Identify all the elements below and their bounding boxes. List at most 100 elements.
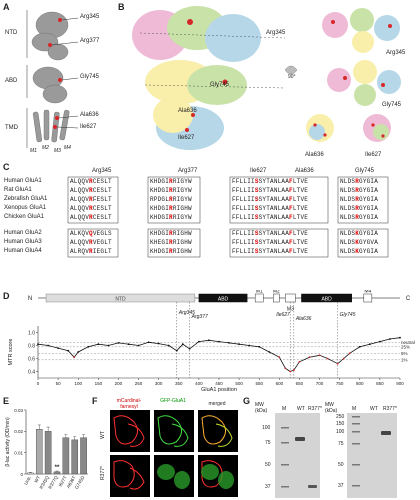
mtr-data-point [218,340,220,343]
panel-e-letter: E [3,396,10,406]
g2-mw-75: 75 [338,441,344,447]
mtr-y-tick-label: 1.0 [28,331,35,337]
mtr-data-point [389,338,391,340]
sequence-segment: ALQQVRCESLT [70,214,112,221]
protein-domain-bar [45,293,196,303]
domain-label-tmd: TMD [5,125,18,131]
n-terminus-label: N [28,296,32,302]
a-label-gly745: Gly745 [80,74,100,80]
protein-domain-bar [301,293,352,303]
mtr-data-point [292,369,295,372]
mtr-y-tick-label: 0.4 [28,370,35,376]
mtr-x-tick-label: 800 [356,381,364,386]
mtr-data-point [167,344,170,347]
western-blot-2 [347,413,397,498]
mtr-data-point [188,347,191,350]
mtr-data-point [278,356,281,359]
mtr-threshold-label: 1% [401,357,408,362]
mtr-threshold-label: 25% [401,344,410,349]
panel-c-letter: C [3,162,10,172]
mtr-data-point [107,344,110,347]
a-label-ala636: Ala636 [80,112,99,118]
helix-m4: M4 [64,145,71,151]
sequence-segment: KHDGIRRIGYW [150,214,192,221]
g-mw-label-2: MW (kDa) [325,402,338,414]
sequence-segment: ALQQVRVEGLT [70,239,112,246]
mtr-data-point [127,343,130,346]
g1-lane-wt: WT [297,406,305,412]
mtr-data-point [208,339,210,342]
sequence-segment: ALQQVRCESLT [70,187,112,194]
mtr-data-point [87,345,90,348]
mtr-x-tick-label: 0 [37,381,40,386]
domain-label-abd: ABD [5,78,18,84]
species-label: Rat GluA1 [4,187,32,193]
mtr-x-tick-label: 650 [296,381,304,386]
mtr-data-point [57,347,60,349]
variant-label: Ala636 [295,316,312,322]
mtr-data-point [37,343,39,346]
mtr-data-point [77,351,80,353]
bar-y-label: β-lac activity (OD/min) [5,417,11,467]
g1-mw-50: 50 [265,462,271,468]
sequence-segment: FFLLIISSYTANLAAFLTVE [232,248,309,255]
b-label-arg345: Arg345 [266,30,286,36]
f-col-mcardinal: mCardinal-farnesyl [116,398,142,410]
sequence-segment: FFLLIISSYTANLAAFLTVE [232,178,309,185]
g2-mw-100: 100 [336,429,345,435]
mtr-x-tick-label: 600 [276,381,284,386]
protein-domain-bar [198,293,248,303]
g1-mw-37: 37 [265,484,271,490]
significance-mark: ** [55,465,60,471]
protein-domain-label: ABD [321,297,332,303]
bar-category-label: R377Q [47,475,59,490]
mtr-data-point [308,356,311,359]
ala636-marker [55,116,59,120]
sequence-segment: ALQQVRFESLT [70,196,112,203]
bar-y-tick-label: 0.02 [14,429,23,434]
mtr-data-point [248,344,251,347]
mtr-data-point [147,341,150,344]
sequence-segment: FFLLIISSYTANLAAFLTVE [232,239,309,246]
bar-y-tick-label: 0.03 [14,408,23,413]
mtr-x-tick-label: 350 [175,381,183,386]
sequence-segment: KHDGIRRIGHW [150,248,192,255]
variant-label: Gly745 [340,312,356,318]
mtr-data-point [342,357,345,360]
sequence-segment: FFLLIISSYTANLAAFLTVE [232,205,309,212]
f-row-r377: R377* [99,466,106,480]
g1-lane-r377: R377* [308,406,322,412]
mtr-data-point [117,342,120,344]
bar-category-label: A636T [66,475,77,489]
g2-mw-37: 37 [338,483,344,489]
ile627-marker [53,125,57,129]
b-right-arg345: Arg345 [386,50,406,56]
a-label-ile627: Ile627 [80,124,97,130]
mtr-data-point [197,340,200,343]
mtr-x-tick-label: 750 [336,381,344,386]
helix-box [254,293,264,303]
b-right-ala636: Ala636 [305,152,324,158]
bar-category-label: Untr. [23,475,32,486]
mtr-data-point [318,354,321,357]
gly745-marker [58,78,62,82]
mtr-x-tick-label: 200 [115,381,123,386]
mtr-y-tick-label: 0.8 [28,344,35,350]
bar-category-label: WT [33,475,41,484]
panel-a-letter: A [3,2,10,12]
helix-m1: M1 [30,148,37,154]
helix-box [285,293,296,303]
domain-label-ntd: NTD [5,30,18,36]
sequence-segment: FFLLIISSYTANLAAFLTVE [232,187,309,194]
f-row-wt: WT [99,431,106,439]
sequence-segment: FFLLIISSYTANLAAFLTVE [232,214,309,221]
species-label: Xenopus GluA1 [4,205,47,211]
bar [71,439,79,475]
blac-bar-chart: 0 0.01 0.02 0.03β-lac activity (OD/min) Untr… [5,408,88,490]
sequence-segment: ALQQVRCESLT [70,178,112,185]
protein-domain-label: NTD [115,297,126,303]
sequence-segment: NLDSRGYGIA [340,196,379,203]
sequence-segment: KHDGIRRIGHW [150,205,192,212]
mtr-data-point [157,342,160,345]
rotation-label: 90° [288,74,296,80]
